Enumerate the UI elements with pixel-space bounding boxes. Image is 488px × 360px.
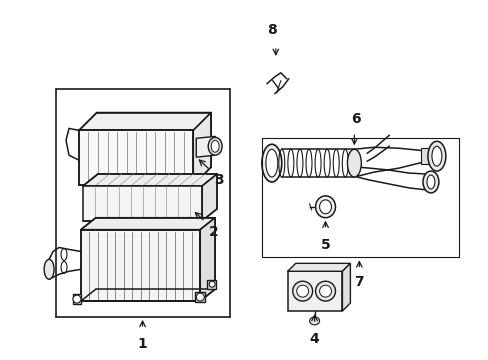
Text: 8: 8	[266, 23, 276, 37]
Ellipse shape	[319, 200, 331, 214]
Polygon shape	[81, 230, 200, 301]
Circle shape	[209, 281, 215, 287]
Ellipse shape	[427, 141, 445, 171]
Circle shape	[319, 285, 331, 297]
Circle shape	[73, 295, 81, 303]
Ellipse shape	[431, 146, 441, 166]
Polygon shape	[83, 174, 217, 186]
Polygon shape	[200, 218, 215, 301]
Ellipse shape	[426, 175, 434, 189]
Text: 7: 7	[354, 275, 364, 289]
Text: 6: 6	[351, 112, 361, 126]
Polygon shape	[73, 294, 81, 304]
Polygon shape	[81, 218, 215, 230]
Polygon shape	[287, 271, 342, 311]
Polygon shape	[420, 148, 428, 164]
Polygon shape	[195, 292, 205, 302]
Polygon shape	[342, 264, 350, 311]
Text: 5: 5	[320, 238, 330, 252]
Ellipse shape	[44, 260, 54, 279]
Ellipse shape	[208, 137, 222, 155]
Text: 3: 3	[214, 173, 224, 187]
Circle shape	[315, 281, 335, 301]
Polygon shape	[79, 113, 211, 130]
Polygon shape	[202, 174, 217, 221]
Ellipse shape	[346, 149, 361, 177]
Polygon shape	[196, 136, 215, 157]
Text: 2: 2	[209, 225, 219, 239]
Ellipse shape	[211, 140, 219, 152]
Ellipse shape	[422, 171, 438, 193]
Polygon shape	[83, 186, 202, 221]
Polygon shape	[79, 130, 193, 185]
Ellipse shape	[309, 317, 319, 325]
Ellipse shape	[265, 149, 277, 177]
Text: 1: 1	[138, 337, 147, 351]
Polygon shape	[193, 113, 211, 185]
Circle shape	[296, 285, 308, 297]
Ellipse shape	[262, 144, 281, 182]
Circle shape	[292, 281, 312, 301]
Ellipse shape	[315, 196, 335, 218]
Circle shape	[196, 293, 204, 301]
Text: 4: 4	[309, 332, 319, 346]
Polygon shape	[207, 280, 216, 289]
Polygon shape	[287, 264, 350, 271]
